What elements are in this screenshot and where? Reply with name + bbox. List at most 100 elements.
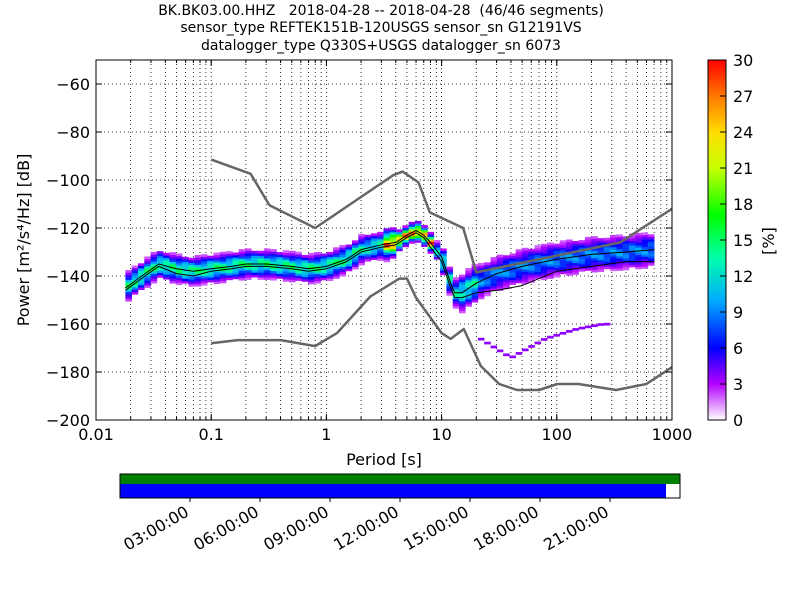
heatmap-cell — [503, 260, 510, 263]
heatmap-cell — [459, 293, 466, 297]
heatmap-cell — [144, 275, 151, 279]
heatmap-cell — [245, 270, 252, 273]
heatmap-cell — [641, 256, 649, 260]
heatmap-cell — [515, 256, 523, 260]
heatmap-cell — [578, 252, 586, 255]
heatmap-cell — [150, 275, 158, 279]
heatmap-cell — [389, 227, 397, 230]
heatmap-cell — [370, 235, 378, 239]
heatmap-cell — [156, 270, 164, 274]
heatmap-cell — [414, 228, 422, 231]
heatmap-cell — [496, 285, 504, 289]
heatmap-cell — [163, 269, 170, 273]
heatmap-cell — [270, 270, 277, 274]
heatmap-cell — [477, 262, 485, 266]
heatmap-cell — [137, 272, 145, 276]
heatmap-cell — [282, 274, 290, 277]
heatmap-cell — [257, 272, 265, 276]
heatmap-cell — [213, 281, 221, 285]
heatmap-cell — [647, 234, 655, 237]
heatmap-cell — [257, 270, 265, 273]
heatmap-cell — [628, 243, 636, 246]
heatmap-cell — [440, 262, 447, 266]
heatmap-cell — [452, 284, 460, 288]
heatmap-cell — [547, 252, 554, 255]
heatmap-cell — [125, 272, 133, 276]
heatmap-cell — [125, 279, 133, 283]
heatmap-cell — [591, 269, 598, 273]
heatmap-cell — [528, 268, 535, 271]
heatmap-cell — [414, 225, 422, 229]
heatmap-cell — [414, 237, 422, 241]
heatmap-cell — [207, 274, 214, 278]
heatmap-cell — [553, 260, 561, 264]
x-axis-label: Period [s] — [346, 450, 422, 469]
heatmap-cell — [125, 296, 133, 300]
heatmap-cell — [465, 272, 472, 276]
heatmap-cell — [547, 271, 554, 275]
heatmap-cell — [245, 274, 252, 278]
heatmap-cell — [515, 352, 523, 355]
heatmap-cell — [295, 261, 302, 265]
heatmap-cell — [477, 277, 485, 281]
heatmap-cell — [182, 259, 189, 262]
heatmap-cell — [307, 257, 315, 261]
heatmap-cell — [251, 272, 258, 276]
heatmap-cell — [276, 254, 284, 258]
heatmap-cell — [188, 264, 195, 268]
heatmap-cell — [213, 264, 221, 268]
heatmap-cell — [509, 270, 516, 274]
heatmap-cell — [547, 273, 554, 277]
heatmap-cell — [251, 258, 258, 261]
heatmap-cell — [647, 255, 655, 259]
heatmap-cell — [496, 264, 504, 267]
heatmap-cell — [484, 281, 491, 285]
heatmap-cell — [465, 301, 472, 305]
heatmap-cell — [358, 236, 365, 240]
heatmap-cell — [427, 231, 435, 235]
heatmap-cell — [383, 240, 391, 244]
heatmap-cell — [641, 244, 649, 248]
heatmap-cell — [263, 258, 271, 261]
heatmap-cell — [131, 287, 139, 290]
heatmap-cell — [289, 262, 296, 266]
heatmap-cell — [452, 289, 460, 292]
heatmap-cell — [251, 250, 258, 254]
heatmap-cell — [364, 244, 372, 248]
heatmap-cell — [314, 278, 321, 282]
heatmap-cell — [219, 256, 227, 260]
heatmap-cell — [641, 234, 649, 238]
heatmap-cell — [320, 275, 328, 278]
heatmap-cell — [490, 256, 498, 260]
colorbar-tick-label: 24 — [733, 123, 753, 142]
heatmap-cell — [616, 236, 623, 240]
heatmap-cell — [584, 263, 592, 266]
heatmap-cell — [339, 247, 347, 251]
heatmap-cell — [465, 268, 472, 271]
heatmap-cell — [521, 266, 529, 270]
heatmap-cell — [471, 271, 479, 274]
heatmap-cell — [307, 279, 315, 282]
heatmap-cell — [490, 280, 498, 284]
heatmap-cell — [226, 270, 233, 273]
heatmap-cell — [616, 263, 623, 266]
heatmap-cell — [566, 241, 573, 245]
heatmap-cell — [610, 266, 617, 269]
heatmap-cell — [584, 239, 592, 242]
heatmap-cell — [528, 248, 535, 252]
heatmap-cell — [603, 264, 611, 267]
heatmap-cell — [200, 266, 208, 269]
heatmap-cell — [628, 255, 636, 258]
heatmap-cell — [326, 259, 334, 262]
heatmap-cell — [578, 326, 586, 330]
time-tick-label: 21:00:00 — [540, 502, 612, 554]
heatmap-cell — [547, 266, 554, 270]
heatmap-cell — [402, 225, 409, 229]
heatmap-cell — [559, 245, 567, 248]
heatmap-cell — [641, 263, 649, 267]
heatmap-cell — [503, 279, 510, 282]
heatmap-cell — [496, 283, 504, 287]
heatmap-cell — [245, 267, 252, 271]
heatmap-cell — [641, 239, 649, 243]
heatmap-cell — [257, 253, 265, 256]
